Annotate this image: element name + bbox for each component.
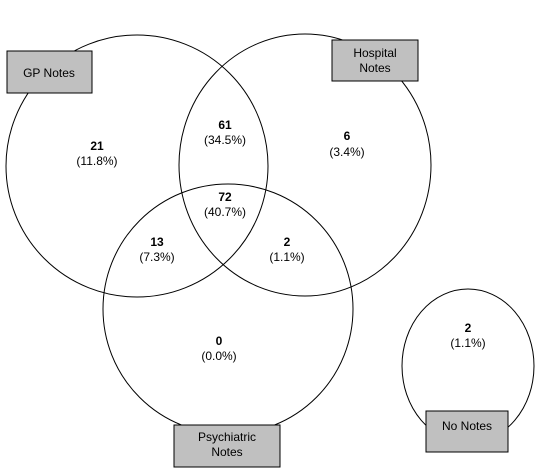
region-count: 2 [284,235,291,249]
region-gp-only: 21 (11.8%) [76,139,117,168]
gp-notes-circle [5,34,269,298]
region-hospital-only: 6 (3.4%) [329,129,364,159]
region-percent: (34.5%) [204,133,246,147]
psychiatric-notes-circle [102,183,354,435]
region-psychiatric-only: 0 (0.0%) [201,334,236,363]
region-percent: (7.3%) [139,250,174,264]
region-percent: (11.8%) [76,154,117,168]
region-percent: (0.0%) [201,349,236,363]
region-all-three: 72 (40.7%) [204,190,246,219]
label-text-line-1: Psychiatric [198,430,256,444]
region-percent: (1.1%) [269,250,304,264]
region-count: 72 [218,190,232,204]
hospital-notes-label: Hospital Notes [331,39,419,82]
region-percent: (3.4%) [329,145,364,159]
label-text: No Notes [442,419,492,433]
gp-notes-label: GP Notes [6,50,93,94]
region-percent: (1.1%) [450,336,485,350]
hospital-notes-circle [178,33,432,297]
label-box [173,424,281,468]
no-notes-label: No Notes [425,410,509,453]
label-text-line-2: Notes [359,61,390,75]
region-count: 13 [150,235,164,249]
region-count: 6 [344,129,351,143]
region-gp-psychiatric: 13 (7.3%) [139,235,174,264]
region-count: 0 [216,334,223,348]
label-box [425,410,509,453]
label-text-line-2: Notes [211,445,242,459]
region-count: 61 [218,118,232,132]
region-no-notes: 2 (1.1%) [450,321,485,350]
region-count: 21 [90,139,104,153]
region-count: 2 [465,321,472,335]
region-percent: (40.7%) [204,205,246,219]
label-text: GP Notes [23,66,75,80]
label-box [331,39,419,82]
label-box [6,50,93,94]
region-hospital-psychiatric: 2 (1.1%) [269,235,304,264]
region-gp-hospital: 61 (34.5%) [204,118,246,147]
label-text-line-1: Hospital [353,46,396,60]
psychiatric-notes-label: Psychiatric Notes [173,424,281,468]
